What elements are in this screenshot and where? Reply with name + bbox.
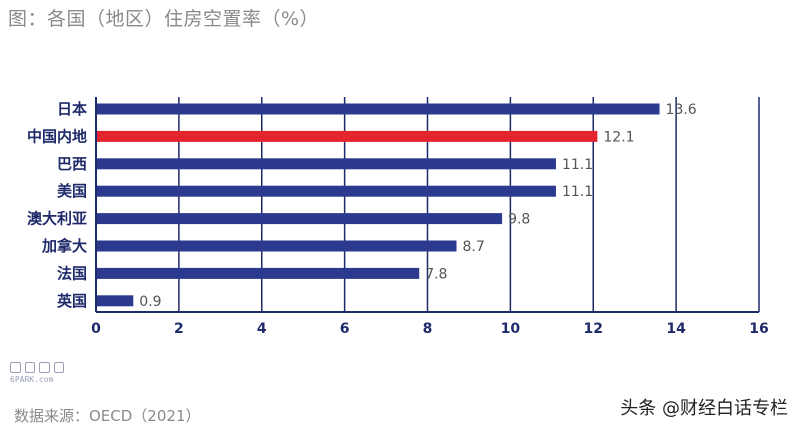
category-label-4: 澳大利亚 [27, 210, 87, 228]
x-tick-label-10: 10 [501, 321, 521, 337]
value-label-6: 7.8 [425, 266, 447, 282]
x-tick-label-14: 14 [666, 321, 686, 337]
bar-5 [96, 240, 457, 252]
x-tick-label-2: 2 [174, 321, 184, 337]
site-logo: 6PARK.com [10, 362, 64, 386]
category-label-7: 英国 [57, 292, 87, 310]
x-tick-label-4: 4 [257, 321, 267, 337]
bar-3 [96, 185, 556, 197]
x-tick-label-12: 12 [584, 321, 603, 337]
value-label-7: 0.9 [139, 294, 161, 310]
category-label-3: 美国 [57, 182, 87, 200]
bar-6 [96, 267, 420, 279]
bar-4 [96, 213, 503, 225]
value-label-2: 11.1 [562, 157, 593, 173]
logo-mark [10, 362, 64, 373]
value-label-4: 9.8 [508, 212, 530, 228]
category-label-6: 法国 [57, 264, 87, 282]
bar-0 [96, 103, 660, 115]
data-source-note: 数据来源：OECD（2021） [14, 407, 201, 425]
category-label-5: 加拿大 [41, 237, 87, 255]
bar-2 [96, 158, 556, 170]
chart-title: 图：各国（地区）住房空置率（%） [8, 8, 320, 30]
category-label-1: 中国内地 [27, 127, 87, 145]
bar-1 [96, 130, 598, 142]
category-label-2: 巴西 [57, 155, 87, 173]
category-label-0: 日本 [57, 100, 87, 118]
watermark: 头条 @财经白话专栏 [620, 398, 788, 419]
bar-7 [96, 295, 134, 307]
x-tick-label-0: 0 [91, 321, 101, 337]
x-tick-label-8: 8 [423, 321, 433, 337]
value-label-0: 13.6 [666, 102, 697, 118]
x-tick-label-6: 6 [340, 321, 350, 337]
value-label-5: 8.7 [463, 239, 485, 255]
logo-text: 6PARK.com [10, 375, 54, 384]
value-label-1: 12.1 [603, 129, 634, 145]
x-tick-label-16: 16 [749, 321, 768, 337]
value-label-3: 11.1 [562, 184, 593, 200]
